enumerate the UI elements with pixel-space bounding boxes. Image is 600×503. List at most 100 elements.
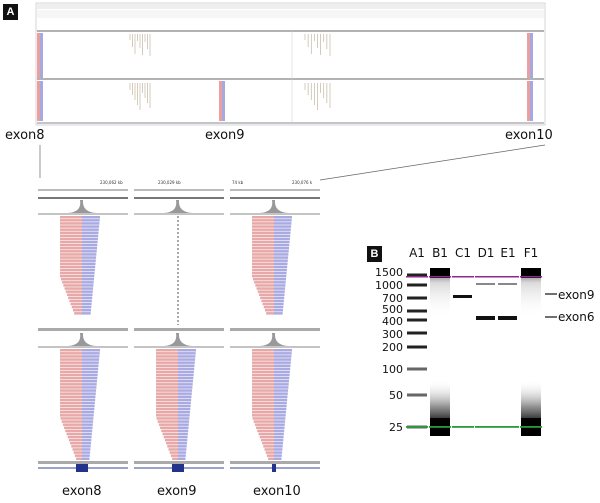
read	[252, 271, 274, 275]
read	[178, 429, 189, 433]
read	[261, 299, 274, 303]
read	[178, 395, 192, 398]
read	[274, 228, 291, 231]
upper-marker	[497, 276, 519, 278]
read	[60, 383, 82, 386]
ladder-band	[407, 318, 427, 322]
read	[64, 287, 82, 290]
read	[82, 225, 100, 228]
read	[156, 367, 178, 371]
read	[60, 247, 82, 250]
read	[252, 398, 274, 402]
read	[274, 445, 283, 448]
ladder-band	[407, 367, 427, 371]
ladder-band	[407, 296, 427, 300]
read	[274, 243, 290, 247]
read	[268, 457, 274, 460]
exon-block	[272, 464, 276, 472]
read	[274, 380, 289, 383]
read-pileup	[222, 81, 225, 121]
read	[82, 389, 97, 392]
read	[82, 401, 95, 405]
read	[82, 243, 98, 247]
read	[82, 256, 97, 259]
read	[178, 358, 196, 361]
ladder-label-100: 100	[382, 362, 403, 376]
lower-marker	[497, 426, 519, 428]
read	[178, 349, 196, 352]
read-pileup	[530, 81, 533, 121]
read	[60, 240, 82, 244]
read	[274, 302, 284, 306]
read	[252, 219, 274, 222]
read	[178, 457, 186, 460]
read	[252, 367, 274, 371]
read	[274, 376, 290, 380]
read	[60, 219, 82, 222]
read	[82, 442, 91, 445]
band	[430, 268, 450, 278]
coverage-peak	[164, 333, 192, 346]
read	[156, 401, 178, 405]
read	[60, 274, 82, 278]
read	[82, 426, 93, 429]
read	[65, 429, 82, 433]
read	[60, 364, 82, 367]
read	[274, 442, 283, 445]
read	[274, 389, 289, 392]
read	[72, 309, 82, 312]
read	[60, 234, 82, 238]
read	[274, 262, 288, 265]
smear	[521, 380, 541, 425]
read	[156, 417, 178, 420]
read	[82, 259, 96, 262]
read	[82, 358, 100, 361]
read	[274, 271, 287, 275]
ladder-label-500: 500	[382, 302, 403, 316]
read	[252, 222, 274, 225]
read	[82, 262, 96, 265]
read	[82, 271, 95, 275]
read	[82, 299, 92, 303]
read	[258, 432, 274, 436]
read	[82, 373, 98, 377]
read	[160, 426, 178, 429]
overview-label-exon8: exon8	[5, 128, 45, 143]
read	[68, 296, 82, 300]
read	[252, 380, 274, 383]
read	[178, 414, 190, 417]
read	[156, 407, 178, 411]
read	[73, 451, 82, 454]
read	[62, 281, 82, 284]
coverage-peak	[68, 200, 96, 213]
read	[274, 225, 292, 228]
read	[82, 361, 99, 364]
read	[252, 234, 274, 238]
read	[253, 420, 274, 423]
read	[65, 290, 82, 293]
exon-block	[172, 464, 184, 472]
overview-label-exon9: exon9	[205, 128, 245, 143]
read	[274, 386, 289, 389]
read	[274, 426, 285, 429]
read	[252, 349, 274, 352]
read	[178, 426, 189, 429]
read	[274, 435, 284, 439]
zoom-label-exon9: exon9	[157, 484, 197, 499]
read	[82, 404, 95, 408]
read	[274, 219, 292, 222]
read	[178, 420, 190, 423]
read	[178, 389, 193, 392]
read	[252, 358, 274, 361]
read	[274, 454, 282, 457]
read	[178, 445, 187, 448]
igv-ideogram	[37, 10, 544, 18]
read	[82, 367, 99, 371]
read	[82, 364, 99, 367]
read	[178, 411, 190, 414]
read	[274, 312, 283, 315]
read	[62, 423, 82, 426]
read	[156, 389, 178, 392]
